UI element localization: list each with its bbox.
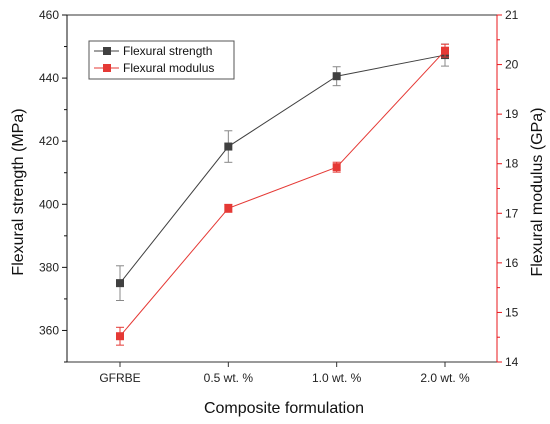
x-tick-label: GFRBE (99, 371, 140, 385)
x-tick-label: 2.0 wt. % (420, 371, 470, 385)
right-y-axis-title: Flexural modulus (GPa) (529, 108, 546, 277)
x-tick-label: 0.5 wt. % (204, 371, 254, 385)
right-tick-label: 20 (505, 58, 519, 72)
right-tick-label: 16 (505, 256, 519, 270)
left-tick-label: 400 (39, 197, 59, 211)
data-point (332, 72, 341, 81)
data-point (441, 46, 449, 55)
left-y-axis-title: Flexural strength (MPa) (10, 108, 27, 275)
series-layer (116, 43, 449, 346)
legend-marker-strength (103, 47, 111, 55)
x-axis-title: Composite formulation (204, 400, 364, 417)
series-line-1 (119, 50, 446, 337)
series-line-0 (119, 54, 446, 284)
data-point (116, 332, 124, 341)
right-tick-label: 17 (505, 206, 519, 220)
left-tick-label: 360 (39, 323, 59, 337)
right-tick-label: 18 (505, 157, 519, 171)
legend-marker-modulus (103, 64, 111, 72)
data-point (332, 163, 341, 172)
x-tick-label: 1.0 wt. % (312, 371, 362, 385)
left-tick-label: 420 (39, 134, 59, 148)
legend-label-modulus: Flexural modulus (123, 61, 214, 75)
legend-label-strength: Flexural strength (123, 44, 212, 58)
plot-frame (67, 14, 497, 363)
left-tick-label: 460 (39, 8, 59, 22)
legend: Flexural strength Flexural modulus (88, 40, 235, 80)
left-y-axis: 360 380 400 420 440 460 (39, 8, 68, 363)
left-tick-label: 440 (39, 71, 59, 85)
right-tick-label: 14 (505, 355, 519, 369)
legend-box (88, 40, 235, 80)
right-y-axis: 14 15 16 17 18 19 20 21 (496, 8, 519, 369)
left-tick-label: 380 (39, 260, 59, 274)
data-point (224, 142, 233, 151)
data-point (224, 204, 233, 213)
right-tick-label: 19 (505, 107, 519, 121)
right-tick-label: 15 (505, 305, 519, 319)
x-axis: GFRBE 0.5 wt. % 1.0 wt. % 2.0 wt. % (99, 362, 470, 385)
data-point (116, 279, 124, 288)
right-tick-label: 21 (505, 8, 519, 22)
